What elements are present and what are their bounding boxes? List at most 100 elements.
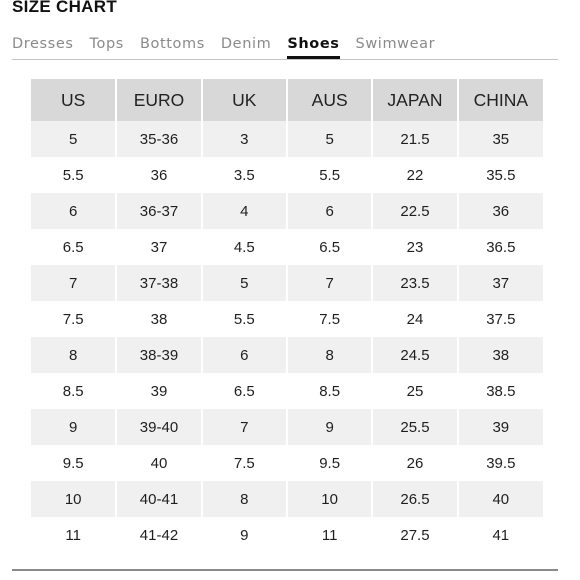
column-header-japan: JAPAN <box>372 79 459 121</box>
table-row: 8.5 39 6.5 8.5 25 38.5 <box>31 373 543 409</box>
cell-aus: 5 <box>286 121 374 157</box>
cell-us: 7 <box>31 265 118 301</box>
cell-aus: 9 <box>286 409 374 445</box>
bottom-divider <box>12 569 558 571</box>
cell-euro: 39-40 <box>116 409 203 445</box>
cell-china: 35.5 <box>457 157 543 193</box>
cell-japan: 24.5 <box>372 337 459 373</box>
cell-uk: 9 <box>201 517 288 553</box>
table-row: 10 40-41 8 10 26.5 40 <box>31 481 543 517</box>
cell-us: 5.5 <box>31 157 118 193</box>
cell-japan: 24 <box>372 301 459 337</box>
cell-euro: 37-38 <box>116 265 203 301</box>
cell-aus: 7 <box>286 265 374 301</box>
category-tabs: Dresses Tops Bottoms Denim Shoes Swimwea… <box>12 34 436 60</box>
cell-uk: 7 <box>201 409 288 445</box>
cell-us: 8.5 <box>31 373 118 409</box>
cell-us: 9 <box>31 409 118 445</box>
cell-uk: 6.5 <box>201 373 288 409</box>
cell-euro: 38-39 <box>116 337 203 373</box>
size-chart-title: SIZE CHART <box>12 0 117 16</box>
cell-aus: 6 <box>286 193 374 229</box>
cell-uk: 5 <box>201 265 288 301</box>
table-row: 7 37-38 5 7 23.5 37 <box>31 265 543 301</box>
shoe-size-table: US EURO UK AUS JAPAN CHINA 5 35-36 3 5 21.5 3… <box>31 79 543 553</box>
cell-us: 9.5 <box>31 445 118 481</box>
cell-uk: 7.5 <box>201 445 288 481</box>
cell-japan: 26.5 <box>372 481 459 517</box>
table-row: 11 41-42 9 11 27.5 41 <box>31 517 543 553</box>
cell-us: 6 <box>31 193 118 229</box>
cell-uk: 6 <box>201 337 288 373</box>
cell-china: 36.5 <box>457 229 543 265</box>
cell-china: 39.5 <box>457 445 543 481</box>
table-row: 6.5 37 4.5 6.5 23 36.5 <box>31 229 543 265</box>
cell-euro: 38 <box>116 301 203 337</box>
table-row: 9.5 40 7.5 9.5 26 39.5 <box>31 445 543 481</box>
column-header-aus: AUS <box>286 79 374 121</box>
table-row: 8 38-39 6 8 24.5 38 <box>31 337 543 373</box>
tabs-divider <box>12 59 558 60</box>
cell-china: 35 <box>457 121 543 157</box>
cell-japan: 22.5 <box>372 193 459 229</box>
cell-us: 6.5 <box>31 229 118 265</box>
tab-dresses[interactable]: Dresses <box>12 36 74 52</box>
cell-uk: 3.5 <box>201 157 288 193</box>
tab-tops[interactable]: Tops <box>89 36 124 52</box>
cell-euro: 36 <box>116 157 203 193</box>
tab-denim[interactable]: Denim <box>220 36 272 52</box>
cell-uk: 4 <box>201 193 288 229</box>
cell-aus: 11 <box>286 517 374 553</box>
cell-uk: 3 <box>201 121 288 157</box>
cell-china: 38.5 <box>457 373 543 409</box>
cell-uk: 5.5 <box>201 301 288 337</box>
cell-aus: 7.5 <box>286 301 374 337</box>
table-row: 7.5 38 5.5 7.5 24 37.5 <box>31 301 543 337</box>
cell-uk: 4.5 <box>201 229 288 265</box>
cell-japan: 21.5 <box>372 121 459 157</box>
cell-euro: 36-37 <box>116 193 203 229</box>
cell-china: 41 <box>457 517 543 553</box>
cell-japan: 22 <box>372 157 459 193</box>
cell-aus: 9.5 <box>286 445 374 481</box>
cell-japan: 26 <box>372 445 459 481</box>
cell-us: 8 <box>31 337 118 373</box>
cell-china: 37 <box>457 265 543 301</box>
cell-us: 7.5 <box>31 301 118 337</box>
cell-euro: 41-42 <box>116 517 203 553</box>
tab-swimwear[interactable]: Swimwear <box>355 36 436 52</box>
cell-china: 36 <box>457 193 543 229</box>
cell-japan: 23 <box>372 229 459 265</box>
cell-aus: 6.5 <box>286 229 374 265</box>
cell-euro: 40 <box>116 445 203 481</box>
cell-euro: 37 <box>116 229 203 265</box>
table-header-row: US EURO UK AUS JAPAN CHINA <box>31 79 543 121</box>
table-body: 5 35-36 3 5 21.5 35 5.5 36 3.5 5.5 22 35.5 6 36-37 4 6 2… <box>31 121 543 553</box>
cell-japan: 27.5 <box>372 517 459 553</box>
table-row: 6 36-37 4 6 22.5 36 <box>31 193 543 229</box>
cell-china: 37.5 <box>457 301 543 337</box>
column-header-us: US <box>31 79 118 121</box>
cell-aus: 5.5 <box>286 157 374 193</box>
cell-us: 5 <box>31 121 118 157</box>
cell-china: 40 <box>457 481 543 517</box>
table-row: 9 39-40 7 9 25.5 39 <box>31 409 543 445</box>
cell-euro: 35-36 <box>116 121 203 157</box>
cell-china: 38 <box>457 337 543 373</box>
column-header-euro: EURO <box>116 79 203 121</box>
cell-japan: 23.5 <box>372 265 459 301</box>
cell-euro: 40-41 <box>116 481 203 517</box>
cell-euro: 39 <box>116 373 203 409</box>
table-row: 5.5 36 3.5 5.5 22 35.5 <box>31 157 543 193</box>
cell-aus: 8.5 <box>286 373 374 409</box>
cell-uk: 8 <box>201 481 288 517</box>
column-header-china: CHINA <box>457 79 543 121</box>
column-header-uk: UK <box>201 79 288 121</box>
tab-shoes[interactable]: Shoes <box>287 36 340 60</box>
tab-bottoms[interactable]: Bottoms <box>139 36 205 52</box>
cell-us: 11 <box>31 517 118 553</box>
cell-us: 10 <box>31 481 118 517</box>
cell-japan: 25 <box>372 373 459 409</box>
cell-china: 39 <box>457 409 543 445</box>
cell-aus: 10 <box>286 481 374 517</box>
